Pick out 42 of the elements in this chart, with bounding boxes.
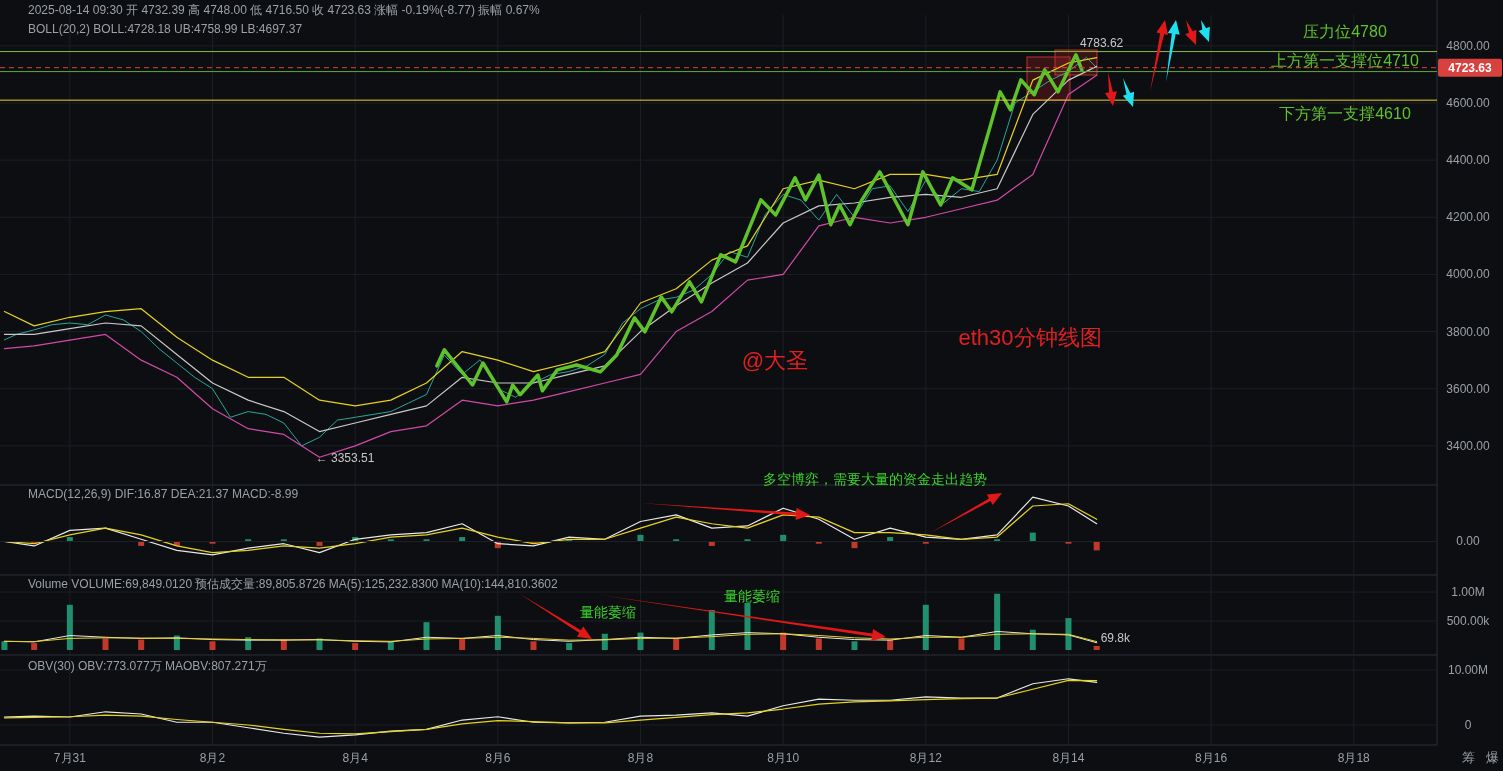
text: 筹 xyxy=(1461,750,1475,765)
annotation: 多空博弈，需要大量的资金走出趋势 xyxy=(763,471,987,487)
x-tick-label: 8月8 xyxy=(627,751,654,765)
y-tick-label: 3600.00 xyxy=(1446,381,1491,396)
y-tick-label: 0 xyxy=(1464,717,1472,732)
annotation: 量能萎缩 xyxy=(580,604,636,620)
x-tick-label: 8月18 xyxy=(1337,751,1371,765)
ref-line-label: 下方第一支撑4610 xyxy=(1279,105,1411,123)
x-tick-label: 8月16 xyxy=(1195,751,1228,765)
y-tick-label: 1.00M xyxy=(1451,585,1485,599)
chart-title: 2025-08-14 09:30 开 4732.39 高 4748.00 低 4716.50 收 4723.63 涨幅 -0.19%(-8.77) 振幅 0.67% xyxy=(28,3,540,17)
y-tick-label: 3400.00 xyxy=(1446,438,1491,453)
chart-title: OBV(30) OBV:773.077万 MAOBV:807.271万 xyxy=(28,659,267,673)
chart-title: MACD(12,26,9) DIF:16.87 DEA:21.37 MACD:-8.99 xyxy=(28,487,299,501)
ref-line-label: 上方第一支撑位4710 xyxy=(1271,51,1419,69)
x-tick-label: 8月2 xyxy=(199,751,226,765)
x-tick-label: 8月4 xyxy=(342,751,369,765)
annotation: 69.8k xyxy=(1100,630,1132,645)
x-tick-label: 8月6 xyxy=(485,751,511,765)
annotation: eth30分钟线图 xyxy=(958,325,1102,350)
text: 爆 xyxy=(1485,750,1499,765)
ref-line-label: 压力位4780 xyxy=(1303,22,1387,40)
x-tick-label: 8月14 xyxy=(1052,751,1085,765)
annotation: 4783.62 xyxy=(1079,35,1124,50)
x-tick-label: 8月12 xyxy=(909,751,943,765)
y-tick-label: 10.00M xyxy=(1447,662,1489,677)
annotation: @大圣 xyxy=(741,348,809,373)
annotation: 量能萎缩 xyxy=(724,588,780,604)
ref-line-label: 0.00 xyxy=(1456,534,1480,549)
y-tick-label: 4600.00 xyxy=(1446,96,1491,110)
y-tick-label: 4400.00 xyxy=(1446,153,1491,168)
x-tick-label: 7月31 xyxy=(53,751,87,765)
ref-line-label: 4723.63 xyxy=(1448,61,1493,76)
chart-title: Volume VOLUME:69,849.0120 预估成交量:89,805.8726 MA(5):125,232.8300 MA(10):144,810.3602 xyxy=(28,577,558,591)
y-tick-label: 4000.00 xyxy=(1446,267,1491,282)
annotation: ← 3353.51 xyxy=(315,451,375,465)
x-tick-label: 8月10 xyxy=(767,751,800,765)
y-tick-label: 4200.00 xyxy=(1446,210,1491,225)
text: BOLL(20,2) BOLL:4728.18 UB:4758.99 LB:4697.37 xyxy=(28,22,303,36)
y-tick-label: 4800.00 xyxy=(1446,38,1491,53)
y-tick-label: 500.00k xyxy=(1446,614,1491,628)
y-tick-label: 3800.00 xyxy=(1446,324,1491,339)
